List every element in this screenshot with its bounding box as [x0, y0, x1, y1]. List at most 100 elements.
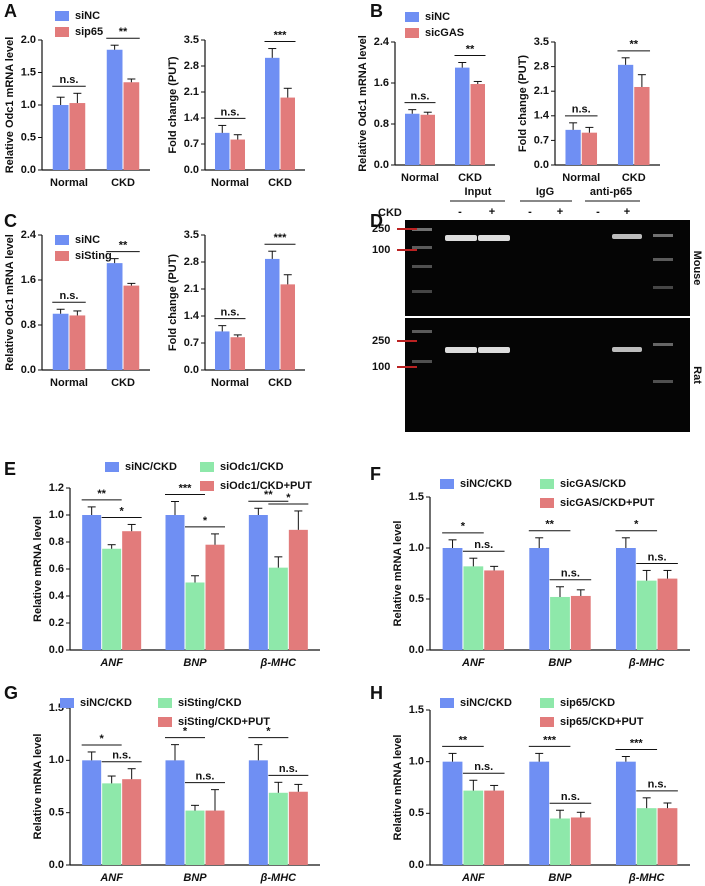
x-tick-label: CKD [622, 172, 646, 184]
marker-label: 100 [372, 244, 390, 256]
gel-divider [405, 316, 690, 318]
significance-label: *** [630, 737, 644, 749]
bar [442, 761, 463, 865]
x-tick-label: β-MHC [260, 657, 298, 669]
significance-label: n.s. [474, 761, 493, 773]
error-bar [211, 789, 219, 811]
significance-label: n.s. [411, 91, 430, 103]
y-tick-label: 0.0 [21, 164, 36, 176]
ladder-band [653, 343, 673, 346]
x-tick-label: CKD [111, 177, 135, 189]
significance-label: * [266, 726, 271, 738]
error-bar [87, 506, 96, 515]
significance-label: n.s. [112, 750, 131, 762]
bar [470, 84, 485, 165]
significance-label: ** [466, 43, 475, 55]
y-tick-label: 2.8 [184, 60, 199, 72]
bands [412, 228, 673, 383]
y-tick-label: 0.0 [21, 364, 36, 376]
bar [550, 596, 570, 650]
x-tick-label: CKD [111, 377, 135, 389]
y-tick-label: 2.1 [184, 283, 199, 295]
bar [657, 808, 678, 865]
y-tick-label: 1.5 [409, 704, 424, 716]
marker-label: 250 [372, 223, 390, 235]
error-bar [73, 310, 82, 316]
legend-swatch [55, 251, 69, 261]
error-bar [218, 124, 227, 133]
bar [617, 64, 634, 165]
legend-swatch [200, 481, 214, 491]
bar [550, 818, 570, 865]
x-tick-label: BNP [548, 657, 572, 669]
bar [657, 578, 678, 650]
lane-label: - [458, 206, 462, 218]
error-bar [535, 752, 544, 762]
bar [82, 760, 102, 865]
legend-swatch [200, 462, 214, 472]
error-bar [621, 57, 630, 65]
legend-label: sicGAS/CKD+PUT [560, 497, 655, 509]
error-bar [127, 78, 136, 83]
blot-label: Rat [691, 366, 703, 384]
error-bar [87, 751, 96, 761]
legend-label: sip65/CKD [560, 697, 615, 709]
lane-label: - [596, 206, 600, 218]
significance-label: *** [543, 734, 557, 746]
bar [52, 105, 69, 170]
gel-group: Input [465, 186, 492, 198]
panel-letter: B [370, 1, 383, 21]
legend-swatch [55, 11, 69, 21]
y-axis-title: Relative Odc1 mRNA level [357, 35, 369, 172]
y-tick-label: 0.0 [184, 164, 199, 176]
bar [265, 57, 280, 171]
legend-swatch [540, 698, 554, 708]
bar [122, 779, 142, 865]
bar [463, 566, 484, 650]
legend-swatch [55, 27, 69, 37]
legend-label: sip65 [75, 26, 103, 38]
y-axis-title: Fold change (PUT) [517, 55, 529, 153]
y-tick-label: 0.7 [184, 138, 199, 150]
y-tick-label: 1.0 [49, 754, 64, 766]
significance-label: n.s. [60, 290, 79, 302]
x-tick-label: β-MHC [628, 657, 666, 669]
error-bar [127, 768, 136, 780]
error-bar [171, 744, 179, 761]
y-tick-label: 0.0 [49, 644, 64, 656]
legend-label: siSting/CKD+PUT [178, 716, 270, 728]
ladder-band [653, 258, 673, 261]
error-bar [274, 556, 283, 568]
y-tick-label: 0.2 [49, 617, 64, 629]
y-tick-label: 0.0 [49, 859, 64, 871]
y-axis-title: Relative mRNA level [32, 734, 44, 840]
x-tick-label: CKD [268, 177, 292, 189]
bar [442, 548, 463, 650]
significance-label: n.s. [648, 779, 667, 791]
chart: 0.0 0.8 1.6 2.4 Relative Odc1 mRNA level Norm… [4, 229, 150, 389]
bar [230, 139, 245, 170]
significance-label: * [183, 726, 188, 738]
legend-swatch [55, 235, 69, 245]
bar [123, 285, 140, 370]
bar [106, 49, 123, 170]
y-tick-label: 0.8 [374, 118, 389, 130]
error-bar [191, 575, 199, 583]
gel-group: anti-p65 [590, 186, 632, 198]
ladder-band [412, 265, 432, 268]
panel-letter: A [4, 1, 17, 21]
y-tick-label: 0.5 [409, 593, 424, 605]
bar [69, 315, 86, 370]
significance-label: * [120, 505, 125, 517]
y-tick-label: 1.5 [21, 66, 36, 78]
lane-label: + [557, 206, 563, 218]
bar [455, 67, 470, 165]
bar [288, 529, 308, 650]
error-bar [663, 802, 672, 809]
y-tick-label: 2.4 [374, 36, 390, 48]
ladder-band [653, 286, 673, 289]
legend-swatch [60, 698, 74, 708]
bar [529, 761, 550, 865]
marker-label: 250 [372, 335, 390, 347]
